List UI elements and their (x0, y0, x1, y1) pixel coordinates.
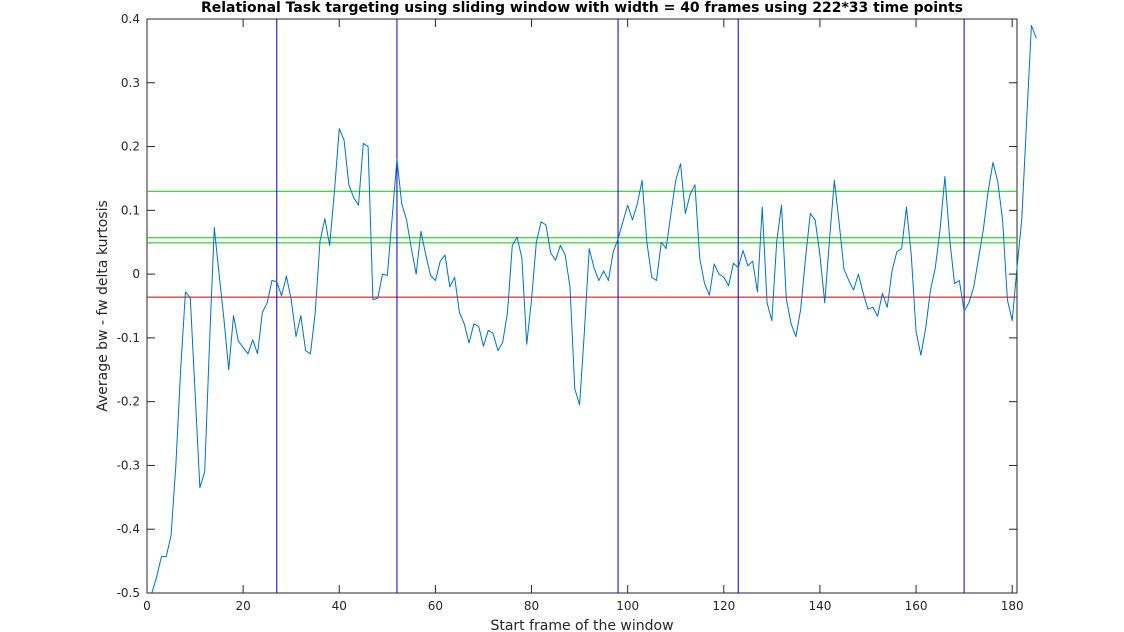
series-line-1 (151, 24, 1037, 594)
y-tick-label: 0.1 (121, 203, 140, 217)
x-tick-label: 0 (143, 599, 151, 613)
x-tick-label: 120 (712, 599, 735, 613)
y-tick-label: -0.5 (117, 586, 140, 600)
x-tick-label: 100 (616, 599, 639, 613)
y-tick-label: -0.4 (117, 522, 140, 536)
y-tick-label: -0.1 (117, 331, 140, 345)
y-axis-label: Average bw - fw delta kurtosis (95, 200, 111, 412)
x-axis-label: Start frame of the window (490, 618, 673, 632)
x-tick-label: 60 (428, 599, 443, 613)
y-tick-label: -0.2 (117, 395, 140, 409)
x-tick-label: 80 (524, 599, 539, 613)
x-tick-label: 40 (332, 599, 347, 613)
y-tick-label: 0.2 (121, 140, 140, 154)
y-tick-label: 0.3 (121, 76, 140, 90)
x-tick-label: 160 (905, 599, 928, 613)
y-tick-label: -0.3 (117, 458, 140, 472)
chart-title: Relational Task targeting using sliding … (201, 0, 963, 16)
x-tick-label: 20 (235, 599, 250, 613)
x-tick-label: 140 (808, 599, 831, 613)
y-tick-label: 0 (132, 267, 140, 281)
y-tick-label: 0.4 (121, 12, 140, 26)
x-tick-label: 180 (1001, 599, 1024, 613)
